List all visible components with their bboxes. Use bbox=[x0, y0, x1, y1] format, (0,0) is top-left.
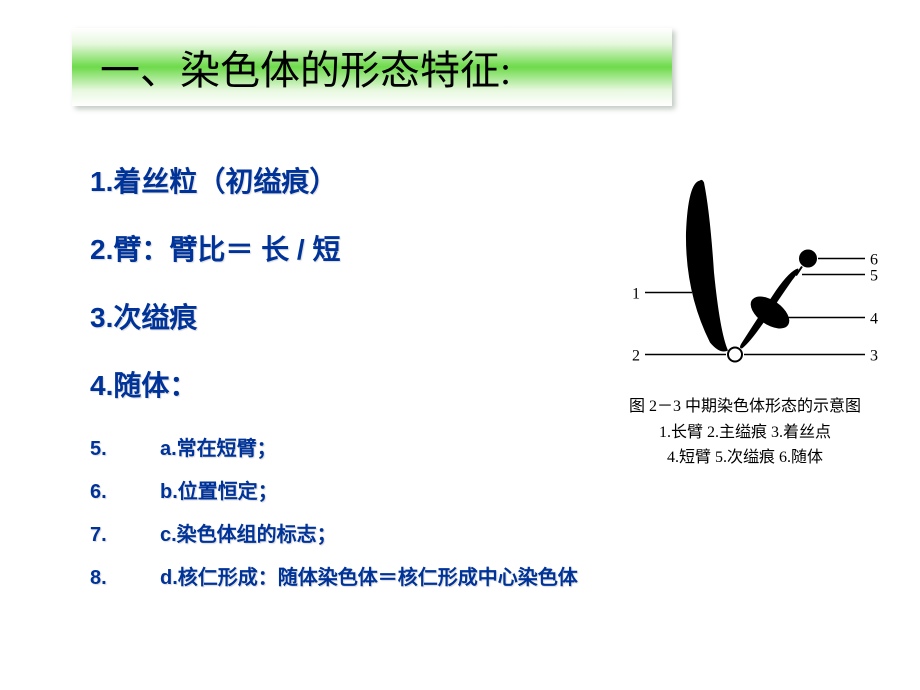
long-arm-shape bbox=[686, 180, 728, 352]
caption-line-3: 4.短臂 5.次缢痕 6.随体 bbox=[600, 445, 890, 471]
content-list: 1.着丝粒（初缢痕） 2.臂：臂比＝ 长 / 短 3.次缢痕 4.随体： 5.a… bbox=[90, 160, 590, 604]
label-1: 1 bbox=[632, 286, 640, 303]
label-3: 3 bbox=[870, 348, 878, 365]
label-6: 6 bbox=[870, 252, 878, 269]
list-item-1: 1.着丝粒（初缢痕） bbox=[90, 160, 590, 200]
sub-item-6: 6.b.位置恒定； bbox=[90, 475, 590, 504]
list-item-3: 3.次缢痕 bbox=[90, 296, 590, 336]
chromosome-svg: 1 2 3 4 5 6 bbox=[600, 155, 890, 385]
label-4: 4 bbox=[870, 311, 878, 328]
sub-item-8: 8.d.核仁形成：随体染色体＝核仁形成中心染色体 bbox=[90, 561, 590, 590]
label-5: 5 bbox=[870, 268, 878, 285]
diagram-caption: 图 2－3 中期染色体形态的示意图 1.长臂 2.主缢痕 3.着丝点 4.短臂 … bbox=[600, 394, 890, 471]
slide-title: 一、染色体的形态特征: bbox=[100, 38, 511, 96]
list-item-2: 2.臂：臂比＝ 长 / 短 bbox=[90, 228, 590, 268]
caption-line-1: 图 2－3 中期染色体形态的示意图 bbox=[600, 394, 890, 420]
caption-line-2: 1.长臂 2.主缢痕 3.着丝点 bbox=[600, 420, 890, 446]
sub-item-7: 7.c.染色体组的标志； bbox=[90, 518, 590, 547]
sub-item-5: 5.a.常在短臂； bbox=[90, 432, 590, 461]
satellite-circle bbox=[799, 250, 817, 268]
label-2: 2 bbox=[632, 348, 640, 365]
list-item-4: 4.随体： bbox=[90, 364, 590, 404]
centromere-circle bbox=[728, 348, 742, 362]
chromosome-diagram: 1 2 3 4 5 6 图 2－3 中期染色体形态的示意图 1.长臂 2.主缢痕… bbox=[600, 155, 890, 485]
slide-header: 一、染色体的形态特征: bbox=[72, 28, 672, 106]
